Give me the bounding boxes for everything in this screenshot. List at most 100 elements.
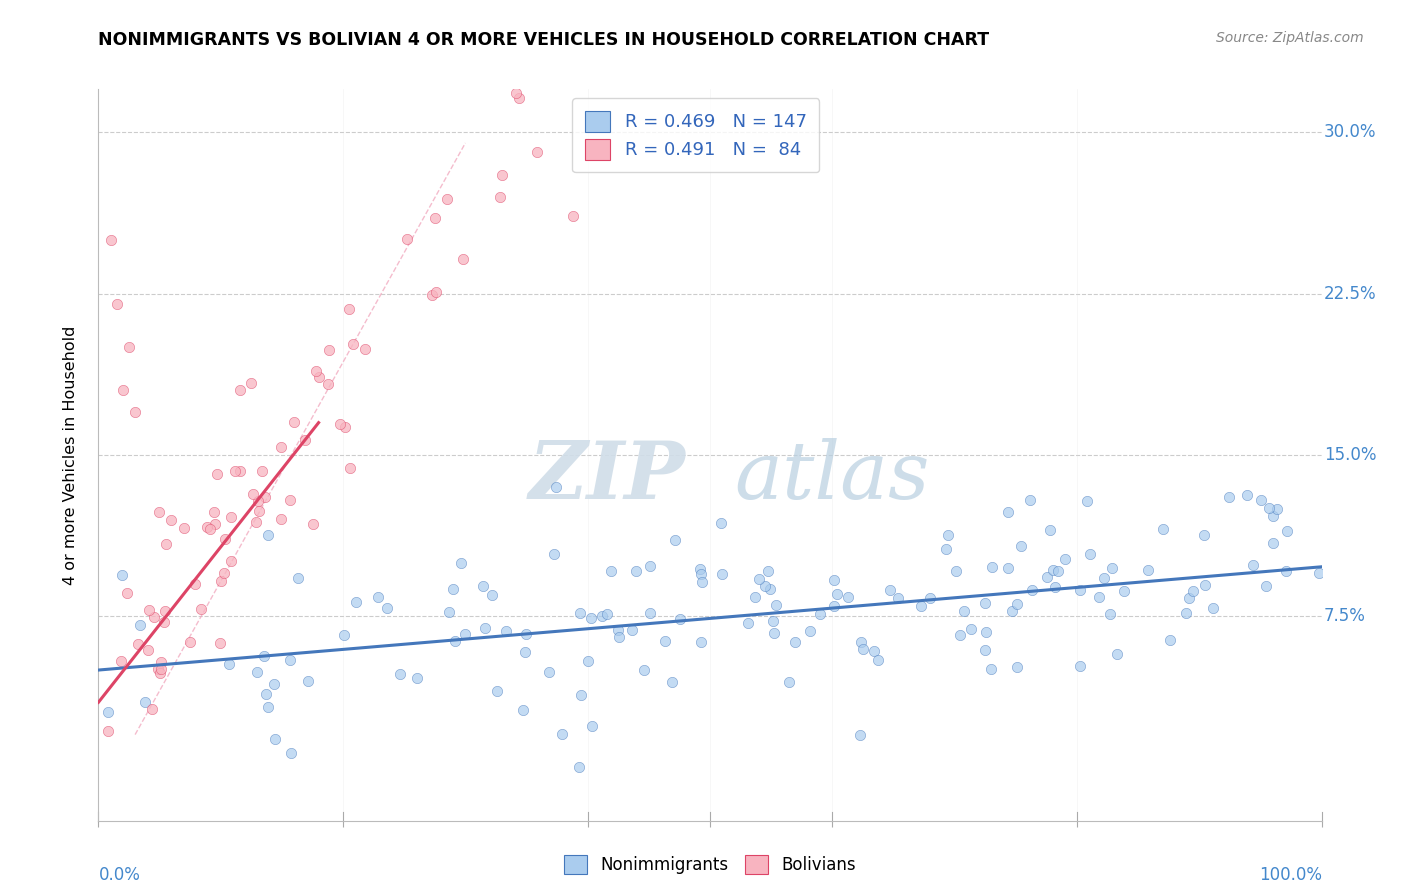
Point	[690, 634, 713, 648]
Point	[1042, 563, 1064, 577]
Point	[1261, 536, 1284, 550]
Point	[852, 642, 875, 657]
Point	[1107, 647, 1129, 661]
Point	[980, 662, 1002, 676]
Point	[329, 417, 352, 431]
Point	[756, 565, 779, 579]
Point	[254, 490, 277, 504]
Point	[245, 515, 267, 529]
Text: 0.0%: 0.0%	[98, 866, 141, 884]
Point	[451, 252, 474, 266]
Point	[1114, 583, 1136, 598]
Point	[596, 607, 619, 621]
Point	[115, 585, 138, 599]
Point	[450, 557, 472, 571]
Point	[218, 657, 240, 671]
Point	[754, 579, 776, 593]
Point	[765, 599, 787, 613]
Point	[799, 624, 821, 638]
Point	[124, 405, 146, 419]
Point	[866, 653, 889, 667]
Point	[571, 688, 593, 702]
Point	[228, 464, 250, 478]
Point	[606, 623, 628, 637]
Point	[783, 635, 806, 649]
Point	[543, 72, 565, 87]
Point	[1258, 501, 1281, 516]
Legend: Nonimmigrants, Bolivians: Nonimmigrants, Bolivians	[553, 843, 868, 886]
Point	[149, 665, 172, 680]
Point	[581, 718, 603, 732]
Point	[204, 506, 226, 520]
Point	[423, 211, 446, 226]
Point	[118, 340, 141, 354]
Point	[879, 583, 901, 598]
Point	[342, 336, 364, 351]
Point	[910, 599, 932, 614]
Point	[149, 662, 172, 676]
Point	[654, 634, 676, 648]
Point	[141, 702, 163, 716]
Point	[849, 728, 872, 742]
Point	[689, 562, 711, 576]
Point	[668, 612, 690, 626]
Point	[389, 667, 412, 681]
Point	[778, 674, 800, 689]
Point	[621, 623, 644, 637]
Point	[614, 13, 637, 28]
Point	[505, 86, 527, 100]
Point	[825, 587, 848, 601]
Point	[247, 494, 270, 508]
Point	[1007, 597, 1029, 611]
Point	[219, 554, 242, 568]
Point	[863, 644, 886, 658]
Point	[316, 377, 339, 392]
Point	[1194, 578, 1216, 592]
Point	[146, 661, 169, 675]
Point	[270, 440, 292, 454]
Text: 7.5%: 7.5%	[1324, 607, 1367, 625]
Point	[952, 604, 974, 618]
Point	[1263, 509, 1285, 524]
Point	[209, 574, 232, 588]
Point	[1001, 603, 1024, 617]
Point	[270, 512, 292, 526]
Point	[1101, 561, 1123, 575]
Point	[155, 536, 177, 550]
Point	[148, 505, 170, 519]
Point	[1018, 493, 1040, 508]
Point	[1005, 660, 1028, 674]
Text: 15.0%: 15.0%	[1324, 446, 1376, 464]
Point	[1218, 491, 1240, 505]
Point	[406, 671, 429, 685]
Point	[849, 634, 872, 648]
Point	[294, 434, 316, 448]
Point	[134, 695, 156, 709]
Point	[759, 582, 782, 597]
Point	[283, 415, 305, 429]
Point	[205, 467, 228, 481]
Point	[1054, 551, 1077, 566]
Point	[437, 605, 460, 619]
Text: ZIP: ZIP	[529, 438, 686, 516]
Text: 30.0%: 30.0%	[1324, 123, 1376, 141]
Point	[474, 621, 496, 635]
Point	[100, 233, 122, 247]
Point	[974, 625, 997, 640]
Point	[488, 190, 510, 204]
Point	[190, 602, 212, 616]
Point	[173, 521, 195, 535]
Point	[823, 573, 845, 587]
Point	[1136, 564, 1159, 578]
Point	[160, 513, 183, 527]
Point	[997, 505, 1019, 519]
Point	[333, 628, 356, 642]
Point	[949, 628, 972, 642]
Point	[579, 611, 602, 625]
Point	[526, 145, 548, 159]
Text: atlas: atlas	[734, 438, 929, 516]
Point	[1175, 606, 1198, 620]
Point	[748, 572, 770, 586]
Point	[1069, 658, 1091, 673]
Point	[228, 383, 250, 397]
